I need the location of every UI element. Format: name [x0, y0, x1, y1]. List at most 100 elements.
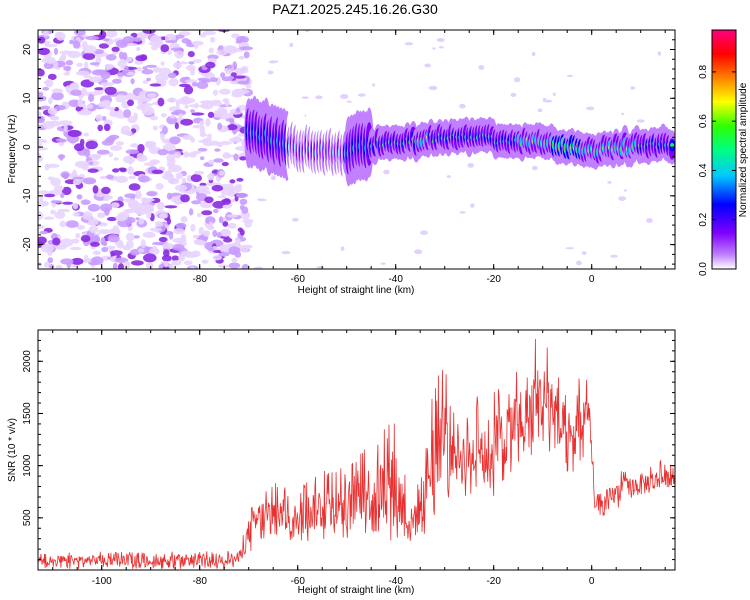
noise-blob — [77, 110, 92, 116]
noise-blob — [199, 100, 213, 104]
noise-blob — [116, 242, 125, 249]
noise-blob — [212, 255, 223, 261]
noise-blob — [586, 106, 595, 111]
noise-blob — [75, 233, 81, 239]
noise-blob — [59, 50, 73, 55]
noise-blob — [199, 182, 207, 187]
noise-blob — [544, 99, 553, 103]
noise-blob — [234, 239, 241, 248]
noise-blob — [43, 30, 49, 37]
noise-blob — [75, 70, 90, 76]
noise-blob — [128, 202, 138, 207]
noise-blob — [181, 177, 186, 184]
noise-blob — [202, 141, 215, 147]
noise-blob — [162, 242, 174, 249]
noise-blob — [510, 92, 517, 97]
noise-blob — [467, 163, 475, 168]
noise-blob — [414, 249, 423, 255]
noise-blob — [69, 39, 75, 45]
noise-blob — [85, 35, 99, 41]
noise-blob — [60, 238, 74, 247]
snr-panel: -100 -80 -60 -40 -20 0 500 1000 1500 2000 Height… — [7, 329, 676, 596]
noise-blob — [576, 260, 582, 266]
noise-blob — [65, 220, 79, 228]
noise-blob — [183, 151, 190, 158]
noise-blob — [115, 94, 126, 103]
noise-blob — [137, 248, 145, 253]
noise-blob — [109, 145, 123, 151]
noise-blob — [83, 132, 89, 137]
noise-blob — [50, 209, 56, 215]
noise-blob — [167, 177, 180, 185]
noise-blob — [88, 93, 95, 102]
noise-blob — [125, 208, 133, 213]
noise-blob — [537, 108, 543, 113]
noise-blob — [87, 168, 99, 173]
noise-blob — [125, 149, 139, 155]
noise-blob — [146, 92, 157, 98]
noise-blob — [131, 260, 144, 266]
noise-blob — [38, 68, 45, 77]
noise-blob — [228, 262, 241, 269]
noise-blob — [221, 229, 230, 237]
noise-blob — [44, 56, 56, 64]
noise-blob — [222, 154, 236, 158]
noise-blob — [268, 60, 278, 64]
noise-blob — [95, 114, 103, 122]
noise-blob — [432, 47, 436, 50]
noise-blob — [172, 244, 185, 251]
noise-blob — [50, 115, 60, 121]
noise-blob — [101, 255, 111, 261]
noise-blob — [183, 97, 196, 104]
noise-blob — [187, 51, 195, 58]
noise-blob — [60, 171, 70, 179]
noise-blob — [213, 158, 224, 163]
noise-blob — [150, 35, 162, 44]
noise-blob — [117, 59, 127, 68]
noise-blob — [235, 146, 248, 151]
noise-blob — [245, 84, 252, 89]
noise-blob — [100, 203, 113, 212]
noise-blob — [152, 125, 158, 131]
noise-blob — [199, 132, 207, 138]
noise-blob — [424, 63, 431, 68]
x-tick-label: -80 — [192, 274, 207, 285]
noise-blob — [53, 47, 59, 55]
noise-blob — [180, 216, 188, 223]
noise-blob — [83, 75, 92, 79]
noise-blob — [205, 72, 215, 79]
noise-blob — [59, 154, 64, 161]
noise-blob — [72, 202, 79, 210]
noise-blob — [71, 257, 84, 265]
noise-blob — [178, 254, 186, 262]
x-tick-label: 0 — [589, 576, 595, 587]
noise-blob — [175, 184, 188, 192]
snr-series-line — [38, 338, 675, 570]
noise-blob — [212, 200, 226, 209]
noise-blob — [136, 152, 145, 161]
noise-blob — [111, 46, 120, 53]
noise-blob — [97, 124, 103, 132]
noise-blob — [140, 208, 155, 213]
colorbar-tick-label: 0.6 — [698, 114, 709, 128]
noise-blob — [190, 250, 201, 258]
noise-blob — [48, 97, 53, 105]
y-tick-label: 1000 — [22, 454, 33, 477]
noise-blob — [194, 43, 199, 49]
noise-blob — [193, 239, 204, 245]
noise-blob — [38, 138, 45, 143]
noise-blob — [149, 227, 162, 232]
noise-blob — [101, 246, 109, 253]
noise-blob — [372, 83, 376, 87]
noise-blob — [208, 247, 215, 252]
noise-blob — [140, 239, 146, 249]
noise-blob — [218, 170, 225, 176]
noise-blob — [195, 185, 210, 193]
x-tick-label: -100 — [92, 576, 112, 587]
noise-blob — [217, 122, 223, 130]
noise-blob — [478, 65, 485, 70]
noise-blob — [52, 237, 61, 246]
noise-blob — [105, 54, 117, 61]
noise-blob — [198, 226, 205, 236]
